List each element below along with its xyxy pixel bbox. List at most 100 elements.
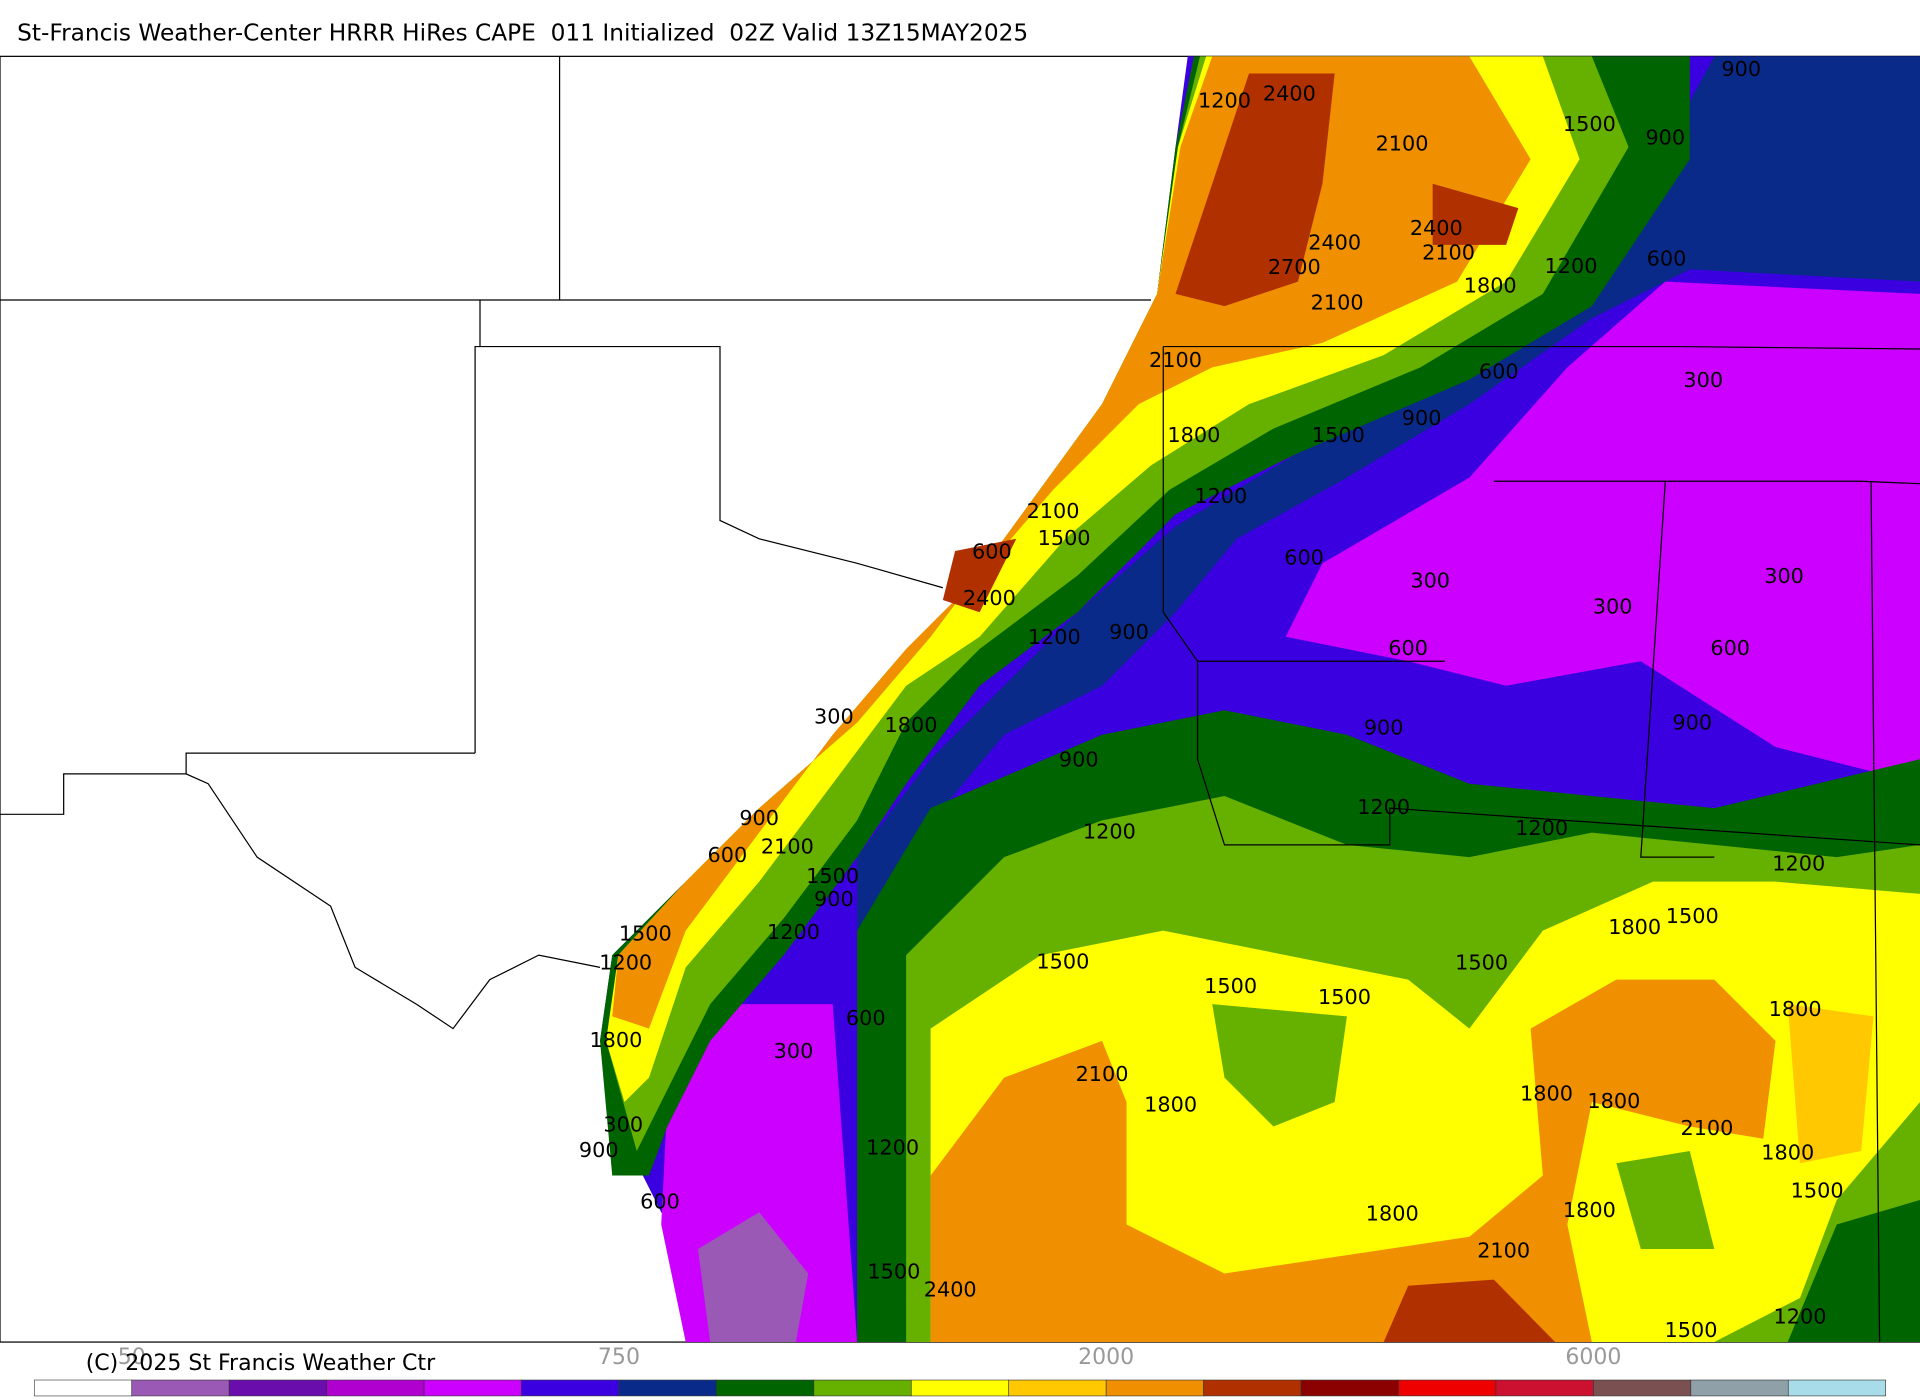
cape-field	[697, 1212, 809, 1343]
colorbar-swatch	[716, 1379, 815, 1397]
contour-label: 2400	[924, 1278, 977, 1302]
contour-label: 1200	[1515, 816, 1568, 840]
contour-label: 1500	[1318, 985, 1371, 1009]
contour-label: 900	[739, 806, 779, 830]
contour-label: 1200	[1194, 484, 1247, 508]
colorbar-swatch	[521, 1379, 620, 1397]
cape-field	[612, 56, 1531, 1029]
contour-label: 900	[1402, 406, 1442, 430]
contour-label: 1500	[867, 1259, 920, 1283]
contour-label: 1800	[1769, 997, 1822, 1021]
cape-field	[1285, 281, 1920, 784]
cape-field	[942, 538, 1017, 613]
contour-label: 2100	[1680, 1116, 1733, 1140]
contour-label: 900	[1645, 125, 1685, 149]
contour-label: 2100	[1149, 348, 1202, 372]
contour-label: 1500	[1791, 1178, 1844, 1202]
contour-label: 2100	[1311, 291, 1364, 315]
cape-field	[1787, 1004, 1874, 1164]
colorbar-label: 6000	[1565, 1345, 1621, 1370]
map-area	[0, 55, 1920, 1343]
contour-label: 900	[814, 887, 854, 911]
contour-label: 2400	[1410, 216, 1463, 240]
copyright: (C) 2025 St Francis Weather Ctr	[86, 1351, 436, 1376]
state-border	[1162, 346, 1445, 662]
colorbar-swatch	[1787, 1379, 1887, 1397]
contour-label: 900	[1109, 620, 1149, 644]
contour-label: 1500	[1038, 526, 1091, 550]
contour-label: 300	[1593, 594, 1633, 618]
colorbar-label: 750	[598, 1345, 640, 1370]
state-border	[1870, 481, 1881, 1343]
contour-label: 1200	[1545, 254, 1598, 278]
colorbar-swatch	[1300, 1379, 1399, 1397]
colorbar-label: 50	[118, 1345, 146, 1370]
contour-label: 600	[640, 1189, 680, 1213]
contour-label: 1500	[1455, 951, 1508, 975]
contour-label: 300	[603, 1112, 643, 1136]
colorbar-swatch	[1593, 1379, 1692, 1397]
colorbar-swatch	[33, 1379, 133, 1397]
state-border	[185, 752, 476, 774]
contour-label: 900	[1672, 711, 1712, 735]
contour-label: 1200	[866, 1136, 919, 1160]
cape-field	[1383, 1279, 1556, 1343]
contour-label: 1200	[1357, 795, 1410, 819]
colorbar-swatch	[1105, 1379, 1204, 1397]
contour-label: 600	[1388, 636, 1428, 660]
colorbar-swatch	[131, 1379, 230, 1397]
contour-label: 900	[579, 1138, 619, 1162]
contour-label: 2400	[1263, 81, 1316, 105]
colorbar-swatch	[1398, 1379, 1497, 1397]
contour-label: 900	[1721, 57, 1761, 81]
cape-field	[1616, 1151, 1715, 1249]
contour-label: 1500	[1312, 423, 1365, 447]
state-border	[1493, 480, 1920, 485]
contour-label: 1500	[1036, 949, 1089, 973]
colorbar-swatch	[1690, 1379, 1789, 1397]
state-border	[0, 773, 601, 1030]
contour-label: 600	[972, 539, 1012, 563]
contour-label: 2100	[1027, 499, 1080, 523]
colorbar-swatch	[618, 1379, 717, 1397]
colorbar-swatch	[1203, 1379, 1302, 1397]
contour-label: 1200	[599, 951, 652, 975]
contour-label: 600	[846, 1006, 886, 1030]
contour-labels: 1200 240021001500900900240024002700210021…	[579, 57, 1844, 1342]
contour-label: 1500	[1666, 904, 1719, 928]
cape-field	[1175, 73, 1335, 307]
contour-label: 1200	[1774, 1305, 1827, 1329]
contour-label: 1200	[767, 920, 820, 944]
colorbar: 50 750 2000 6000	[33, 1345, 1887, 1397]
contour-label: 1800	[589, 1028, 642, 1052]
colorbar-swatch	[910, 1379, 1010, 1397]
contour-label: 2400	[1308, 231, 1361, 255]
cape-field	[1212, 1004, 1347, 1127]
cape-field	[930, 979, 1776, 1343]
contour-label: 1500	[1665, 1318, 1718, 1342]
contour-label: 1800	[885, 713, 938, 737]
contour-label: 2400	[963, 586, 1016, 610]
contour-label: 900	[1364, 716, 1404, 740]
contour-label: 2100	[1076, 1062, 1129, 1086]
contour-label: 1200	[1028, 625, 1081, 649]
state-border	[1163, 345, 1920, 350]
state-border	[474, 345, 944, 754]
contour-label: 1800	[1563, 1198, 1616, 1222]
contour-label: 300	[1410, 569, 1450, 593]
contour-label: 1800	[1520, 1082, 1573, 1106]
contour-label: 300	[1683, 368, 1723, 392]
contour-label: 1200	[1083, 820, 1136, 844]
colorbar-swatch	[1495, 1379, 1594, 1397]
contour-label: 2100	[1422, 240, 1475, 264]
colorbar-swatch	[1008, 1379, 1107, 1397]
contour-label: 300	[774, 1039, 814, 1063]
contour-label: 1800	[1587, 1089, 1640, 1113]
contour-label: 2100	[1477, 1238, 1530, 1262]
contour-label: 2700	[1268, 255, 1321, 279]
cape-field	[1432, 183, 1519, 245]
contour-label: 1800	[1608, 915, 1661, 939]
state-border	[1640, 481, 1715, 858]
contour-label: 2100	[761, 834, 814, 858]
